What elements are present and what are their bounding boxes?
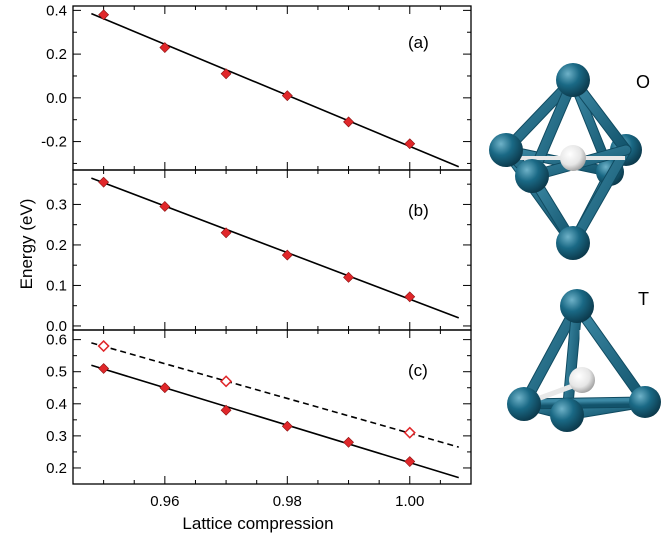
y-tick-label: 0.2 (46, 46, 67, 63)
data-point-marker (404, 291, 416, 303)
data-point-marker (220, 227, 232, 239)
atom (629, 386, 661, 418)
y-tick-label: -0.2 (41, 134, 67, 151)
octahedral-molecule: O (489, 63, 650, 260)
y-tick-label: 0.3 (46, 196, 67, 213)
data-point-marker (98, 9, 110, 21)
y-tick-label: 0.2 (46, 460, 67, 477)
data-point-marker (343, 271, 354, 283)
y-tick-label: 0.3 (46, 428, 67, 445)
fit-line (91, 364, 459, 479)
x-tick-label: 1.00 (395, 493, 424, 510)
fit-line (91, 12, 460, 168)
data-point-marker (343, 116, 354, 128)
x-tick-label: 0.96 (150, 493, 179, 510)
panel-1: 0.3 0.2 0.1 0.0 (b) (46, 169, 472, 335)
atom (515, 159, 549, 193)
molecule-illustrations: OT (489, 63, 661, 432)
open-diamond-marker (97, 339, 110, 353)
octahedral-label: O (636, 72, 650, 92)
atom (556, 63, 590, 97)
panel-label: (b) (408, 201, 429, 220)
panel-frame (72, 329, 472, 485)
y-tick-label: 0.0 (46, 90, 67, 107)
y-tick-label: 0.2 (46, 237, 67, 254)
data-point-marker (98, 363, 110, 374)
panel-label: (c) (408, 361, 428, 380)
center-atom (569, 367, 595, 393)
data-point-marker (281, 249, 293, 261)
fit-line (91, 177, 460, 319)
open-diamond-marker (220, 375, 233, 388)
y-tick-label: 0.4 (46, 396, 67, 413)
y-axis-title: Energy (eV) (17, 199, 36, 290)
data-point-marker (159, 201, 171, 212)
data-point-marker (281, 420, 293, 432)
x-tick-label: 0.98 (273, 493, 302, 510)
bond (519, 301, 582, 409)
plot-area: 0.4 0.2 0.0 -0.2 (a) 0.3 0.2 0.1 0.0 (b) 0.6 0.5 0.4… (41, 2, 472, 510)
open-diamond-marker (403, 426, 416, 439)
data-point-marker (404, 138, 416, 150)
bond (502, 146, 614, 176)
tetrahedral-label: T (638, 289, 649, 309)
data-point-marker (404, 456, 416, 467)
bond (562, 301, 582, 420)
atom (550, 398, 584, 432)
data-point-marker (220, 404, 232, 416)
x-axis-title: Lattice compression (182, 514, 333, 533)
data-point-marker (159, 42, 171, 53)
panel-2: 0.6 0.5 0.4 0.3 0.2 (c) (46, 329, 472, 485)
data-point-marker (281, 90, 293, 102)
y-tick-label: 0.0 (46, 318, 67, 335)
center-atom (560, 145, 586, 171)
atom (556, 226, 590, 260)
atom (507, 387, 541, 421)
y-tick-label: 0.4 (46, 2, 67, 19)
atom (560, 289, 594, 323)
data-point-marker (159, 382, 171, 394)
panel-0: 0.4 0.2 0.0 -0.2 (a) (41, 2, 472, 171)
bond (572, 301, 650, 407)
dashed-fit-line (91, 342, 459, 448)
bond (519, 397, 650, 409)
panel-label: (a) (408, 33, 429, 52)
data-point-marker (343, 436, 354, 448)
y-tick-label: 0.6 (46, 332, 67, 349)
data-point-marker (220, 68, 232, 80)
atom (489, 133, 523, 167)
tetrahedral-molecule: T (507, 289, 661, 432)
bond (568, 145, 631, 248)
y-tick-label: 0.1 (46, 277, 67, 294)
y-tick-label: 0.5 (46, 364, 67, 381)
data-point-marker (98, 176, 110, 188)
